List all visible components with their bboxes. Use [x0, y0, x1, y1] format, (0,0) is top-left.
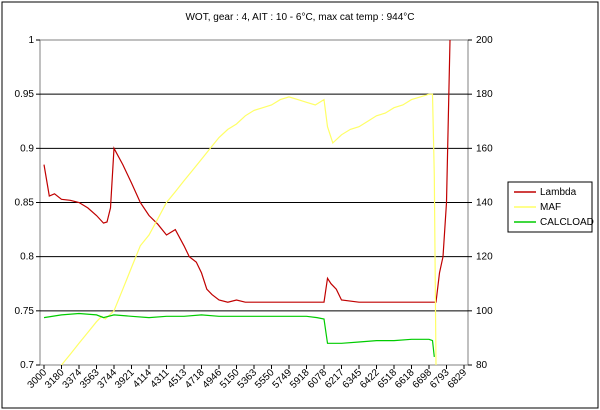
- series-line-lambda: [43, 40, 451, 303]
- y-tick-label: 1: [28, 35, 34, 46]
- series-line-maf: [60, 93, 437, 365]
- y-tick-label: 0.95: [15, 89, 35, 100]
- y2-tick-label: 140: [476, 198, 493, 209]
- y2-tick-label: 200: [476, 35, 493, 46]
- legend-label-maf: MAF: [540, 202, 561, 213]
- y-axis: 0.7 0.75 0.8 0.85 0.9 0.95 1: [15, 35, 40, 371]
- chart-title: WOT, gear : 4, AIT : 10 - 6°C, max cat t…: [185, 12, 414, 23]
- y-tick-label: 0.8: [20, 252, 34, 263]
- y-tick-label: 0.7: [20, 360, 34, 371]
- y2-tick-label: 80: [476, 360, 488, 371]
- y2-axis: 80 100 120 140 160 180 200: [468, 35, 493, 371]
- y-tick-label: 0.9: [20, 143, 34, 154]
- legend-label-calcload: CALCLOAD: [540, 217, 594, 228]
- y-tick-label: 0.75: [15, 306, 35, 317]
- gridlines: [40, 93, 468, 312]
- legend-label-lambda: Lambda: [540, 187, 577, 198]
- series-layer: [43, 40, 451, 365]
- y-tick-label: 0.85: [15, 198, 35, 209]
- y2-tick-label: 120: [476, 252, 493, 263]
- y2-tick-label: 180: [476, 89, 493, 100]
- y2-tick-label: 100: [476, 306, 493, 317]
- series-line-calcload: [43, 312, 435, 357]
- y2-tick-label: 160: [476, 143, 493, 154]
- legend: Lambda MAF CALCLOAD: [507, 181, 594, 233]
